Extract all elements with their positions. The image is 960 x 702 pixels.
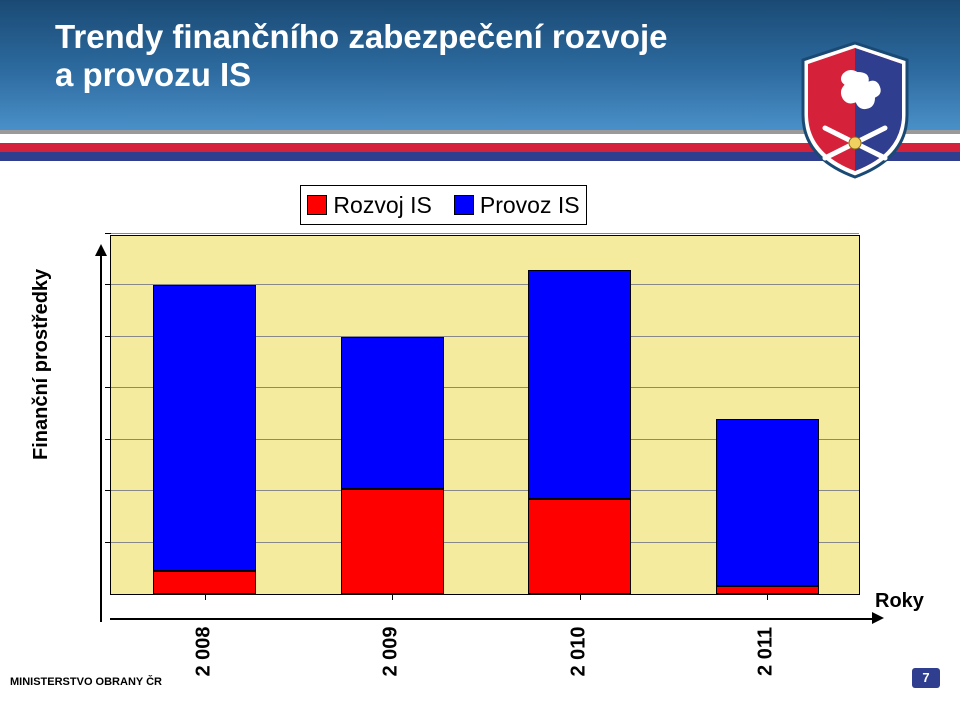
- legend-swatch-provoz: [454, 195, 474, 215]
- bar-segment-provoz: [716, 419, 819, 586]
- x-axis-line: [110, 618, 875, 620]
- title-line1: Trendy finančního zabezpečení rozvoje: [55, 18, 667, 55]
- legend-label-rozvoj: Rozvoj IS: [333, 192, 431, 219]
- x-tick-label: 2 008: [192, 602, 215, 702]
- x-tick-label: 2 011: [755, 602, 778, 702]
- footer-text: MINISTERSTVO OBRANY ČR: [10, 676, 162, 688]
- bar-segment-provoz: [528, 270, 631, 499]
- slide: Trendy finančního zabezpečení rozvoje a …: [0, 0, 960, 696]
- legend: Rozvoj IS Provoz IS: [300, 185, 587, 225]
- bar-segment-provoz: [341, 337, 444, 489]
- bar-segment-rozvoj: [716, 586, 819, 594]
- page-number: 7: [912, 668, 940, 688]
- x-tick-label: 2 010: [567, 602, 590, 702]
- y-axis-arrow-icon: [95, 244, 107, 256]
- legend-label-provoz: Provoz IS: [480, 192, 580, 219]
- gridline: [111, 233, 859, 234]
- legend-swatch-rozvoj: [307, 195, 327, 215]
- chart: 2 0082 0092 0102 011: [80, 235, 860, 635]
- slide-title: Trendy finančního zabezpečení rozvoje a …: [55, 18, 667, 94]
- bar-segment-rozvoj: [341, 489, 444, 594]
- bar-segment-rozvoj: [528, 499, 631, 594]
- x-axis-arrow-icon: [872, 612, 884, 624]
- bar-segment-rozvoj: [153, 571, 256, 594]
- x-tick-label: 2 009: [380, 602, 403, 702]
- y-axis-line: [100, 252, 102, 622]
- emblem-icon: [795, 40, 915, 180]
- bar-segment-provoz: [153, 285, 256, 570]
- title-line2: a provozu IS: [55, 56, 251, 93]
- y-axis-label: Finanční prostředky: [30, 269, 53, 460]
- legend-item-provoz: Provoz IS: [454, 192, 580, 219]
- x-axis-label: Roky: [875, 590, 924, 613]
- plot-area: [110, 235, 860, 595]
- legend-item-rozvoj: Rozvoj IS: [307, 192, 431, 219]
